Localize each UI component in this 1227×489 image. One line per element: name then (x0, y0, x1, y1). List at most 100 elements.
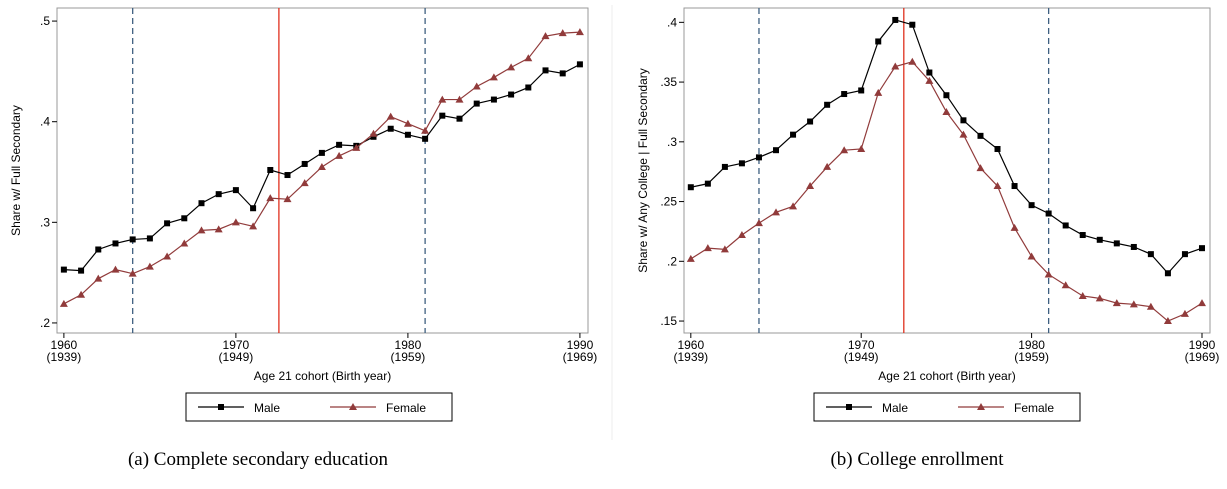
marker (942, 107, 951, 115)
x-tick-label: 1980 (1018, 338, 1045, 352)
marker (993, 182, 1002, 190)
marker (874, 88, 883, 96)
marker (977, 403, 985, 410)
marker (773, 147, 780, 154)
marker (128, 269, 137, 277)
marker (558, 29, 567, 37)
legend-label: Male (882, 401, 908, 415)
marker (1027, 252, 1036, 260)
x-axis-title: Age 21 cohort (Birth year) (878, 369, 1015, 383)
marker (994, 145, 1001, 152)
marker (846, 404, 852, 410)
marker (755, 154, 762, 161)
marker (875, 38, 882, 45)
marker (686, 254, 695, 262)
marker (335, 151, 344, 159)
marker (1062, 222, 1069, 229)
marker (1045, 210, 1052, 217)
x-tick-label: (1949) (219, 350, 254, 364)
y-axis-title: Share w/ Full Secondary (9, 105, 23, 236)
x-tick-label: (1959) (1014, 350, 1049, 364)
plot-frame (683, 7, 1211, 334)
marker (508, 91, 515, 98)
y-tick-label: .4 (667, 15, 677, 29)
marker (370, 133, 377, 140)
marker (943, 92, 950, 99)
marker (181, 215, 188, 222)
marker (687, 184, 694, 191)
marker (439, 112, 446, 119)
marker (1164, 270, 1171, 277)
x-axis-title: Age 21 cohort (Birth year) (254, 369, 391, 383)
marker (111, 265, 120, 273)
marker (1011, 183, 1018, 190)
marker (524, 54, 533, 62)
marker (542, 67, 549, 74)
marker (403, 119, 412, 127)
marker (197, 226, 206, 234)
marker (164, 220, 171, 227)
marker (789, 202, 798, 210)
marker (301, 160, 308, 167)
marker (59, 299, 68, 307)
y-axis-title: Share w/ Any College | Full Secondary (636, 68, 650, 273)
marker (95, 246, 102, 253)
x-tick-label: 1970 (848, 338, 875, 352)
marker (112, 240, 119, 247)
y-tick-label: .25 (660, 195, 677, 209)
marker (489, 73, 498, 81)
marker (1044, 270, 1053, 278)
legend-label: Male (254, 401, 280, 415)
marker (1113, 240, 1120, 247)
marker (145, 262, 154, 270)
marker (977, 132, 984, 139)
x-tick-label: 1960 (51, 338, 78, 352)
marker (1095, 294, 1104, 302)
marker (163, 252, 172, 260)
marker (77, 290, 86, 298)
y-tick-label: .35 (660, 75, 677, 89)
marker (575, 28, 584, 36)
y-tick-label: .5 (40, 14, 50, 28)
marker (909, 21, 916, 28)
marker (180, 239, 189, 247)
marker (891, 62, 900, 70)
marker (129, 236, 136, 243)
marker (926, 69, 933, 76)
marker (386, 112, 395, 120)
marker (94, 274, 103, 282)
marker (1147, 251, 1154, 258)
marker (473, 100, 480, 107)
marker (218, 404, 224, 410)
marker (721, 163, 728, 170)
x-tick-label: 1970 (223, 338, 250, 352)
marker (336, 141, 343, 148)
y-tick-label: .2 (40, 316, 50, 330)
marker (421, 126, 430, 134)
marker (824, 101, 831, 108)
marker (352, 143, 361, 151)
marker (925, 76, 934, 84)
marker (738, 160, 745, 167)
marker (198, 200, 205, 207)
marker (858, 87, 865, 94)
marker (1010, 223, 1019, 231)
x-tick-label: (1959) (391, 350, 426, 364)
marker (1163, 317, 1172, 325)
marker (438, 95, 447, 103)
marker (284, 172, 291, 179)
marker (490, 96, 497, 103)
marker (1129, 300, 1138, 308)
y-tick-label: .2 (667, 254, 677, 268)
marker (1096, 236, 1103, 243)
x-tick-label: 1990 (567, 338, 594, 352)
x-tick-label: 1990 (1189, 338, 1216, 352)
marker (525, 84, 532, 91)
marker (507, 63, 516, 71)
marker (704, 180, 711, 187)
marker (60, 266, 67, 273)
marker (754, 219, 763, 227)
marker (576, 61, 583, 68)
marker (790, 131, 797, 138)
